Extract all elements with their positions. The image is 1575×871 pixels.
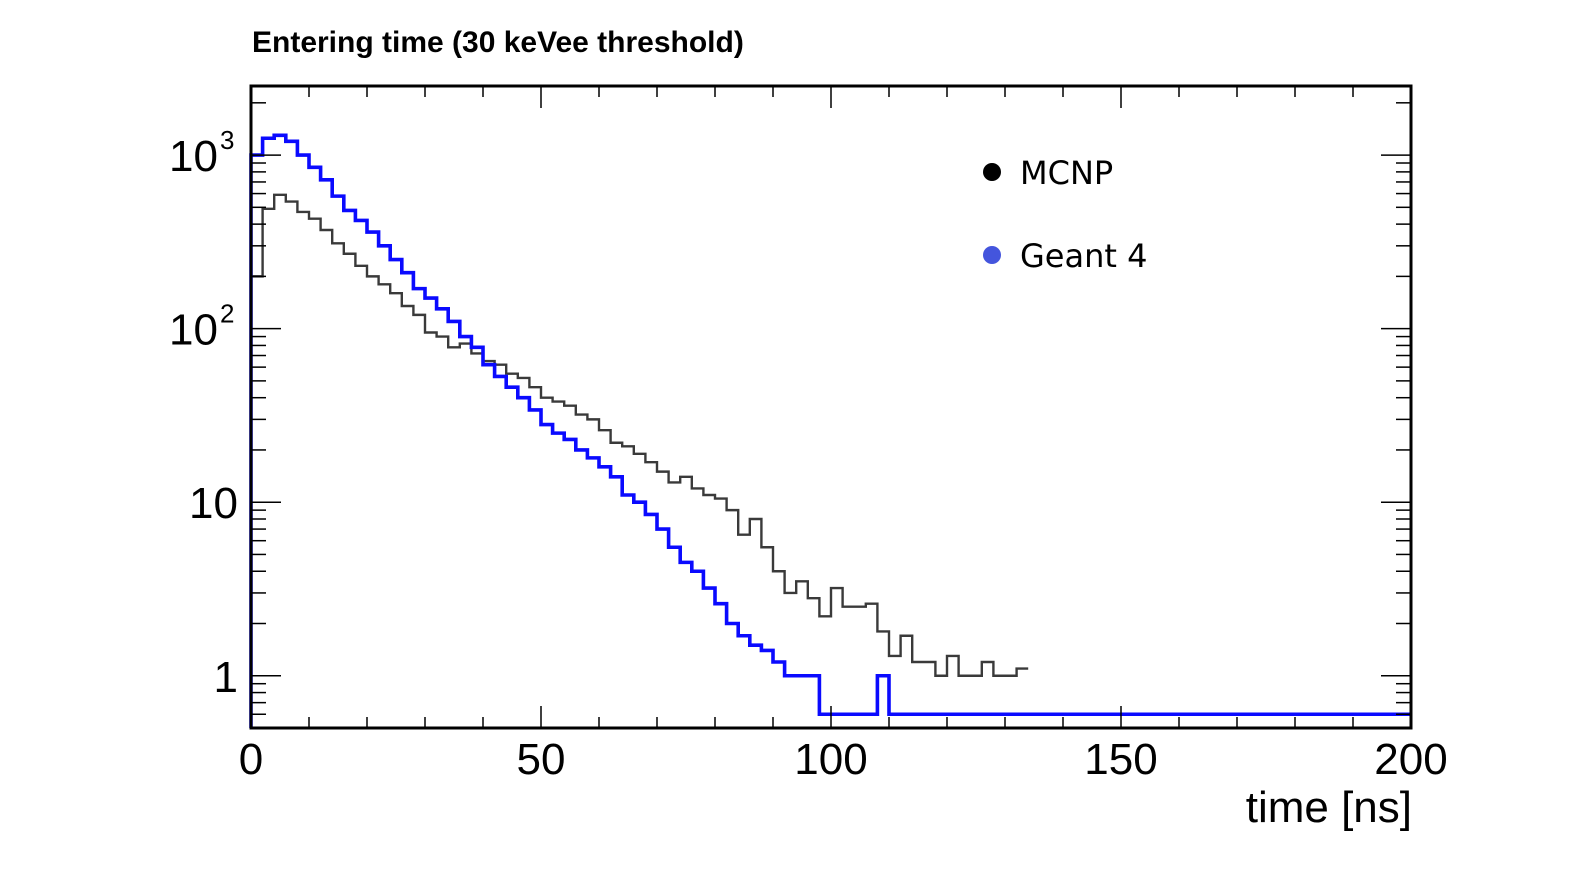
series-layer — [249, 133, 1411, 728]
series-line-mcnp — [249, 193, 1029, 728]
x-tick-label: 0 — [239, 735, 263, 784]
x-tick-label: 100 — [794, 735, 867, 784]
y-tick-label-exponent: 3 — [220, 125, 234, 155]
y-tick-label-base: 10 — [169, 306, 218, 355]
legend-label: Geant 4 — [1020, 237, 1147, 275]
series-line-geant-4 — [249, 133, 1411, 728]
legend: MCNP Geant 4 — [983, 154, 1147, 275]
x-tick-label: 50 — [517, 735, 566, 784]
y-tick-label: 10 — [189, 479, 238, 528]
y-tick-label: 10 3 — [169, 125, 234, 181]
y-tick-label-base: 10 — [189, 479, 238, 528]
y-tick-label: 1 — [214, 653, 238, 702]
y-tick-label-base: 10 — [169, 132, 218, 181]
legend-label: MCNP — [1020, 154, 1113, 192]
x-tick-label: 200 — [1374, 735, 1447, 784]
legend-marker — [983, 163, 1001, 181]
x-tick-label: 150 — [1084, 735, 1157, 784]
chart-title: Entering time (30 keVee threshold) — [252, 26, 744, 59]
plot-frame — [249, 84, 1413, 730]
x-axis-label: time [ns] — [1246, 783, 1412, 832]
y-tick-label-base: 1 — [214, 653, 238, 702]
legend-marker — [983, 246, 1001, 264]
y-tick-label-exponent: 2 — [220, 299, 234, 329]
y-tick-label: 10 2 — [169, 299, 234, 355]
